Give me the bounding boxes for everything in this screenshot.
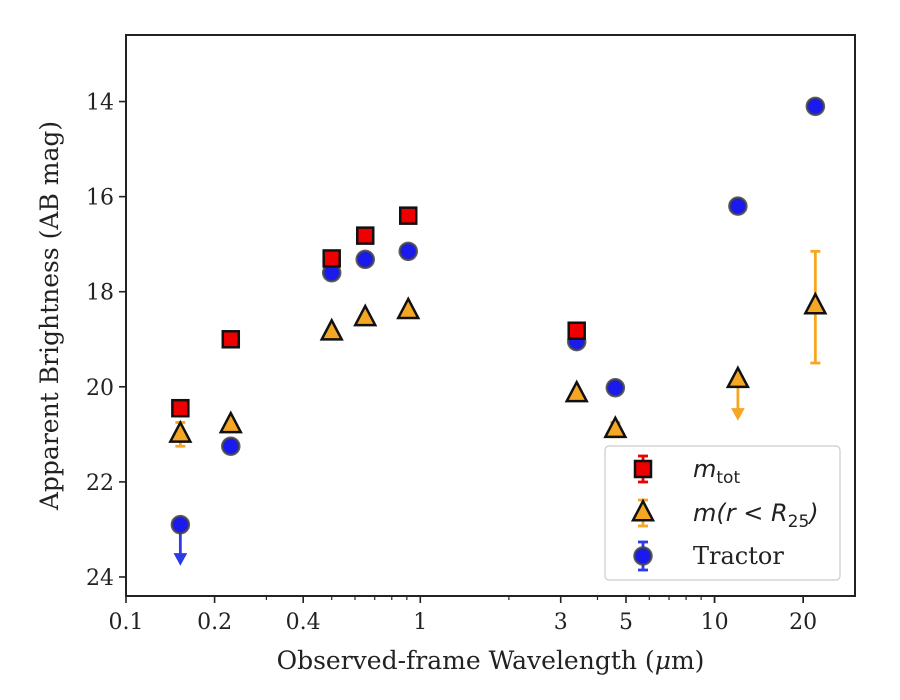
y-tick-label: 24 xyxy=(86,566,114,591)
data-point-circle xyxy=(355,249,375,270)
data-point-square xyxy=(355,226,375,245)
y-axis-label: Apparent Brightness (AB mag) xyxy=(35,121,64,511)
data-point-circle xyxy=(728,196,748,216)
legend-label: mtot xyxy=(693,455,740,488)
x-tick-label: 0.1 xyxy=(109,610,144,635)
y-tick-label: 22 xyxy=(86,471,114,496)
legend-marker-triangle xyxy=(630,498,656,522)
data-point-triangle xyxy=(564,379,589,403)
data-point-triangle xyxy=(218,410,243,434)
plot-frame xyxy=(125,34,856,597)
data-point-square xyxy=(171,398,190,418)
y-tick-label: 20 xyxy=(86,376,114,401)
data-point-triangle xyxy=(803,291,828,315)
x-tick-label: 10 xyxy=(701,610,729,635)
data-point-triangle xyxy=(396,296,421,320)
x-tick-label: 20 xyxy=(789,610,817,635)
data-point-circle xyxy=(805,96,826,117)
x-tick-label: 0.4 xyxy=(286,610,321,635)
data-point-triangle xyxy=(319,317,344,341)
x-axis-label-part: Observed-frame Wavelength ( xyxy=(277,646,655,675)
data-point-triangle xyxy=(168,419,193,443)
data-point-circle xyxy=(221,436,241,456)
x-axis-label: Observed-frame Wavelength (μm) xyxy=(277,646,705,675)
data-point-triangle xyxy=(603,415,628,439)
data-point-triangle xyxy=(353,303,378,327)
data-point-triangle xyxy=(725,365,750,389)
legend-marker-square xyxy=(633,459,653,479)
legend-marker-circle xyxy=(633,546,653,566)
legend: mtot m(r < R25) Tractor xyxy=(604,445,841,581)
legend-label: m(r < R25) xyxy=(693,499,819,532)
legend-box xyxy=(604,445,841,581)
legend-label: Tractor xyxy=(693,542,784,570)
data-point-square xyxy=(322,249,341,268)
y-tick-label: 18 xyxy=(86,281,114,306)
legend-label-main: m xyxy=(693,455,716,483)
x-tick-label: 1 xyxy=(413,610,427,635)
chart-marks xyxy=(168,96,828,566)
upper-limit-arrow-head xyxy=(731,408,745,421)
x-axis-label-part: m) xyxy=(671,646,704,675)
y-tick-label: 16 xyxy=(86,186,114,211)
legend-label-subscript: tot xyxy=(716,468,740,488)
y-tick-label: 14 xyxy=(86,91,114,116)
legend-label-main: m(r < R xyxy=(693,499,788,527)
data-point-square xyxy=(221,330,241,349)
data-point-square xyxy=(567,321,586,340)
legend-label-main: Tractor xyxy=(693,542,784,570)
legend-label-close: ) xyxy=(807,499,818,527)
series-triangle xyxy=(168,249,828,448)
x-tick-label: 3 xyxy=(554,610,568,635)
series-square xyxy=(171,206,586,418)
series-circle xyxy=(170,96,826,566)
data-point-circle xyxy=(398,241,418,262)
chart-axes: 0.1 0.2 0.4 1 3 5 10 20 14 16 18 20 22 24 xyxy=(86,91,817,635)
data-point-circle xyxy=(605,378,626,398)
x-tick-label: 0.2 xyxy=(197,610,232,635)
x-axis-label-mu: μ xyxy=(655,646,671,675)
legend-label-subscript: 25 xyxy=(788,512,810,532)
data-point-square xyxy=(398,206,418,225)
upper-limit-arrow-head xyxy=(173,553,188,566)
x-tick-label: 5 xyxy=(619,610,633,635)
data-point-circle xyxy=(170,514,191,535)
